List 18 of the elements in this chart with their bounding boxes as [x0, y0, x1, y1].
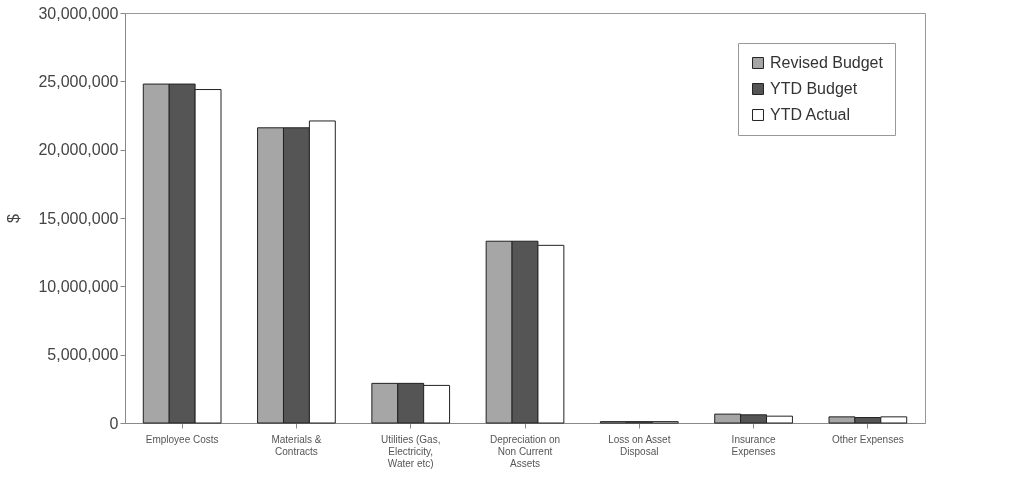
x-tick-label: Insurance Expenses: [731, 433, 776, 457]
y-tick-label: 25,000,000: [38, 72, 119, 90]
legend-label: Revised Budget: [770, 54, 884, 71]
x-tick-label: Utilities (Gas, Electricity, Water etc): [380, 433, 441, 469]
y-axis-title: $: [5, 213, 23, 223]
y-tick-label: 30,000,000: [38, 4, 119, 22]
legend-label: YTD Budget: [770, 80, 858, 97]
x-tick-label: Depreciation on Non Current Assets: [489, 433, 561, 469]
x-tick-label: Loss on Asset Disposal: [608, 433, 671, 457]
y-tick-label: 5,000,000: [47, 346, 119, 364]
y-tick-label: 20,000,000: [38, 141, 119, 159]
y-tick-label: 15,000,000: [38, 209, 119, 227]
legend-label: YTD Actual: [770, 106, 851, 123]
x-tick-label: Materials & Contracts: [271, 433, 322, 457]
x-tick-label: Employee Costs: [145, 433, 219, 445]
x-tick-label: Other Expenses: [832, 433, 904, 445]
y-tick-label: 0: [109, 414, 119, 432]
y-tick-label: 10,000,000: [38, 277, 119, 295]
